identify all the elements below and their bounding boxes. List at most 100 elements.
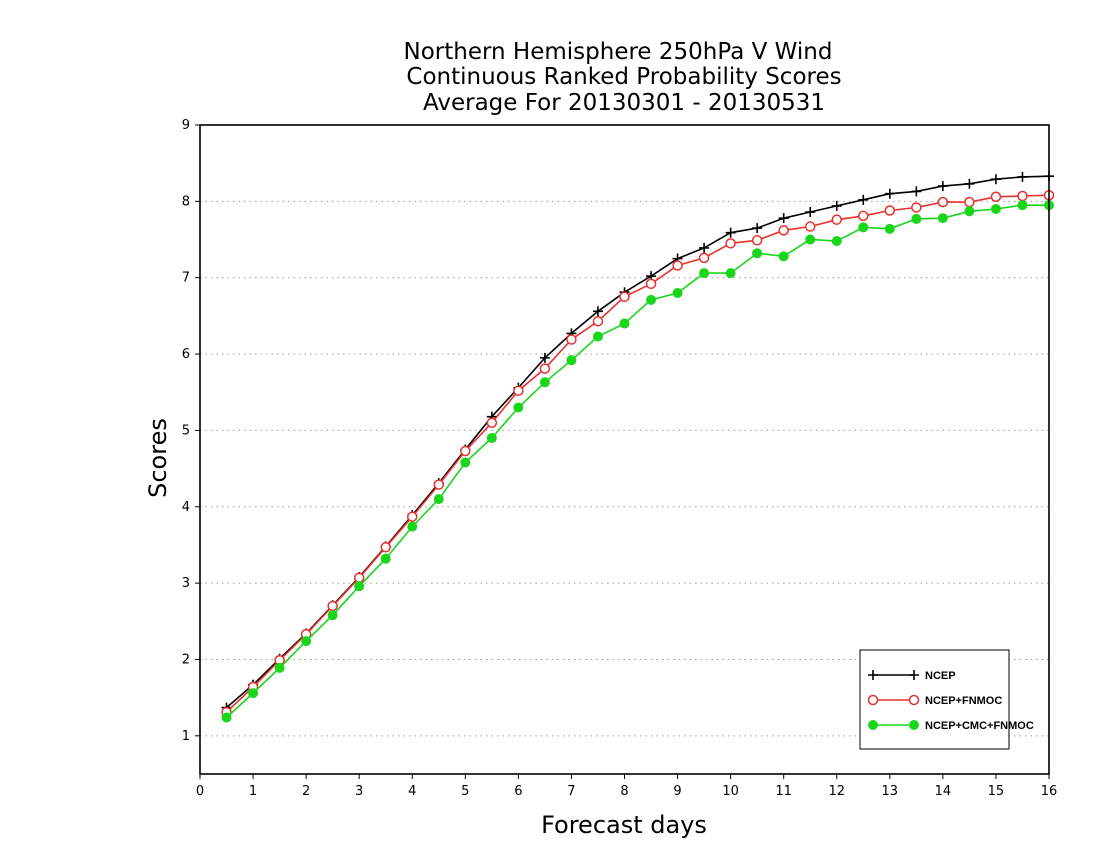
- data-point: [698, 252, 710, 264]
- data-point: [751, 235, 763, 246]
- data-point: [884, 188, 895, 199]
- data-point: [248, 688, 259, 699]
- data-point: [539, 363, 551, 374]
- data-point: [592, 306, 603, 317]
- data-point: [990, 191, 1002, 203]
- data-point: [592, 315, 604, 327]
- x-tick-label: 15: [988, 784, 1005, 799]
- y-tick-label: 2: [182, 652, 190, 667]
- y-axis-label: Scores: [144, 418, 172, 498]
- data-point: [911, 213, 922, 224]
- data-point: [301, 636, 312, 647]
- data-point: [1017, 190, 1028, 202]
- data-point: [672, 287, 683, 298]
- data-point: [354, 581, 365, 592]
- legend-marker: [867, 694, 879, 706]
- x-tick-label: 7: [567, 784, 575, 799]
- y-tick-label: 5: [182, 423, 190, 438]
- legend-entry-label: NCEP+FNMOC: [925, 695, 1002, 707]
- x-tick-label: 4: [408, 784, 416, 799]
- x-tick-label: 0: [196, 784, 204, 799]
- data-point: [672, 260, 683, 271]
- y-axis-ticks: 1 2 3 4 5 6 7 8 9: [182, 118, 200, 744]
- x-tick-label: 11: [775, 784, 792, 799]
- y-tick-label: 3: [182, 576, 190, 591]
- data-point: [221, 712, 232, 723]
- data-point: [380, 553, 391, 564]
- data-point: [646, 294, 657, 305]
- chart-title-line-1: Northern Hemisphere 250hPa V Wind: [404, 39, 833, 65]
- data-point: [353, 572, 365, 584]
- data-point: [858, 210, 869, 222]
- x-tick-label: 8: [620, 784, 628, 799]
- data-point: [327, 600, 338, 612]
- data-point: [778, 251, 789, 262]
- x-tick-label: 2: [302, 784, 310, 799]
- data-point: [725, 227, 736, 238]
- data-point: [831, 214, 842, 225]
- data-point: [937, 213, 948, 224]
- data-point: [778, 213, 789, 224]
- data-point: [911, 202, 922, 213]
- data-point: [539, 352, 550, 363]
- data-point: [566, 334, 577, 345]
- data-point: [990, 174, 1001, 185]
- data-point: [804, 221, 816, 232]
- data-point: [433, 494, 444, 505]
- legend-marker: [868, 720, 878, 730]
- legend-marker: [909, 670, 919, 680]
- legend-marker: [908, 694, 920, 706]
- data-point: [1017, 200, 1028, 211]
- y-tick-label: 8: [182, 194, 190, 209]
- legend-entry-label: NCEP: [925, 670, 956, 682]
- data-point: [460, 445, 471, 457]
- data-point: [513, 402, 524, 413]
- data-point: [911, 186, 922, 197]
- series-ncep-cmc-fnmoc: [221, 200, 1054, 723]
- data-point: [858, 222, 869, 233]
- data-point: [645, 278, 657, 290]
- x-tick-label: 6: [514, 784, 522, 799]
- legend-marker: [909, 720, 919, 730]
- data-point: [884, 223, 895, 234]
- data-point: [805, 234, 816, 245]
- data-point: [433, 479, 445, 490]
- legend-marker: [868, 670, 878, 680]
- data-point: [592, 331, 603, 342]
- y-tick-label: 9: [182, 118, 190, 133]
- data-point: [486, 433, 497, 444]
- x-tick-label: 13: [882, 784, 899, 799]
- data-point: [725, 238, 736, 249]
- chart-title-line-3: Average For 20130301 - 20130531: [423, 90, 825, 116]
- series-line: [225, 204, 1049, 719]
- data-point: [513, 385, 524, 396]
- data-point: [699, 268, 710, 279]
- data-point: [752, 248, 763, 259]
- data-point: [858, 194, 869, 205]
- data-point: [884, 205, 896, 216]
- data-point: [831, 200, 842, 211]
- x-tick-label: 1: [249, 784, 257, 799]
- series-line: [225, 194, 1050, 713]
- data-point: [539, 377, 550, 388]
- data-point: [990, 203, 1001, 214]
- y-tick-label: 7: [182, 271, 190, 286]
- data-point: [805, 207, 816, 218]
- data-point: [1017, 171, 1028, 182]
- data-point: [964, 178, 975, 189]
- x-tick-label: 12: [828, 784, 845, 799]
- data-point: [937, 196, 949, 208]
- data-point: [778, 225, 789, 236]
- data-point: [327, 610, 338, 621]
- data-point: [460, 457, 471, 468]
- data-point: [407, 521, 418, 532]
- data-point: [964, 196, 975, 208]
- x-tick-label: 5: [461, 784, 469, 799]
- series-ncep-fnmoc: [221, 189, 1055, 718]
- legend: NCEP NCEP+FNMOC NCEP+CMC+FNMOC: [859, 649, 1034, 750]
- data-point: [725, 268, 736, 279]
- data-point: [566, 355, 577, 366]
- data-point: [964, 206, 975, 217]
- data-point: [407, 511, 418, 522]
- series-ncep: [221, 171, 1054, 713]
